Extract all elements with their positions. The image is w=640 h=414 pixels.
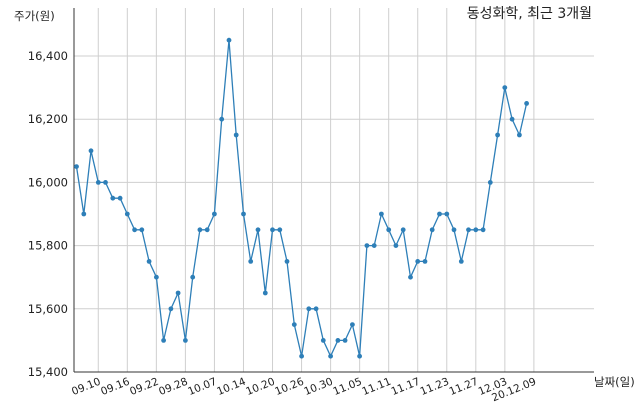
data-point	[175, 290, 181, 296]
grid	[74, 8, 594, 373]
data-point	[255, 227, 261, 233]
data-point	[364, 243, 370, 249]
price-series-points	[74, 37, 529, 359]
data-point	[437, 211, 442, 217]
x-tick-label: 10.07	[186, 376, 218, 398]
data-point	[226, 37, 232, 43]
x-axis-label: 날짜(일)	[594, 375, 635, 389]
data-point	[161, 338, 167, 343]
y-tick-label: 16,400	[28, 49, 68, 63]
data-point	[233, 132, 239, 138]
x-tick-label: 11.05	[331, 376, 363, 398]
data-point	[444, 211, 450, 217]
data-point	[154, 274, 159, 280]
data-point	[466, 227, 471, 233]
y-tick-labels: 15,400 15,600 15,800 16,000 16,200 16,400	[28, 49, 68, 379]
data-point	[124, 211, 130, 217]
data-point	[270, 227, 275, 233]
data-point	[146, 259, 152, 264]
data-point	[502, 85, 508, 90]
x-tick-label: 09.10	[70, 376, 102, 398]
data-point	[183, 338, 188, 343]
data-point	[350, 322, 355, 327]
data-point	[328, 353, 333, 359]
data-point	[495, 132, 500, 138]
data-point	[306, 306, 312, 312]
data-point	[451, 227, 457, 233]
x-tick-label: 09.28	[157, 376, 189, 398]
data-point	[132, 227, 138, 233]
data-point	[371, 243, 377, 249]
data-point	[103, 180, 108, 185]
data-point	[422, 259, 428, 264]
data-point	[357, 353, 362, 359]
data-point	[517, 132, 522, 138]
x-tick-label: 11.17	[389, 376, 421, 398]
axes	[73, 8, 594, 373]
data-point	[429, 227, 435, 233]
chart-title: 동성화학, 최근 3개월	[467, 6, 592, 22]
data-point	[335, 338, 341, 343]
data-point	[168, 306, 174, 312]
x-tick-label: 09.16	[99, 376, 132, 399]
data-point	[88, 148, 94, 154]
data-point	[400, 227, 406, 233]
data-point	[386, 227, 392, 233]
data-point	[117, 195, 123, 201]
data-point	[291, 322, 297, 327]
data-point	[320, 338, 326, 343]
data-point	[197, 227, 203, 233]
data-point	[212, 211, 217, 217]
y-tick-label: 16,000	[28, 175, 68, 189]
data-point	[487, 180, 493, 185]
data-point	[110, 195, 116, 201]
data-point	[313, 306, 319, 312]
x-tick-label: 11.11	[360, 376, 392, 398]
data-point	[248, 259, 254, 264]
data-point	[299, 353, 304, 359]
y-tick-label: 15,400	[28, 365, 68, 379]
x-tick-label: 09.22	[128, 376, 160, 398]
data-point	[480, 227, 486, 233]
data-point	[458, 259, 464, 264]
data-point	[342, 338, 348, 343]
x-tick-label: 11.27	[448, 376, 480, 398]
x-tick-label: 11.23	[419, 376, 451, 398]
y-tick-label: 15,800	[28, 239, 68, 253]
data-point	[379, 211, 384, 217]
data-point	[524, 101, 529, 106]
data-point	[415, 259, 421, 264]
x-tick-label: 10.20	[244, 376, 276, 398]
x-tick-label: 10.14	[215, 376, 248, 399]
data-point	[81, 211, 87, 217]
x-tick-label: 10.26	[273, 376, 306, 399]
data-point	[139, 227, 145, 233]
y-axis-label: 주가(원)	[14, 9, 55, 23]
x-tick-label: 10.30	[302, 376, 334, 398]
data-point	[509, 116, 515, 122]
data-point	[473, 227, 479, 233]
y-tick-label: 15,600	[28, 302, 68, 316]
data-point	[190, 274, 196, 280]
data-point	[204, 227, 210, 233]
data-point	[74, 164, 79, 170]
data-point	[241, 211, 246, 217]
data-point	[95, 180, 101, 185]
data-point	[277, 227, 283, 233]
x-tick-labels: 09.1009.1609.2209.2810.0710.1410.2010.26…	[70, 376, 538, 405]
data-point	[262, 290, 268, 296]
data-point	[393, 243, 399, 249]
data-point	[219, 116, 225, 122]
data-point	[284, 259, 290, 264]
data-point	[408, 274, 413, 280]
y-tick-label: 16,200	[28, 112, 68, 126]
